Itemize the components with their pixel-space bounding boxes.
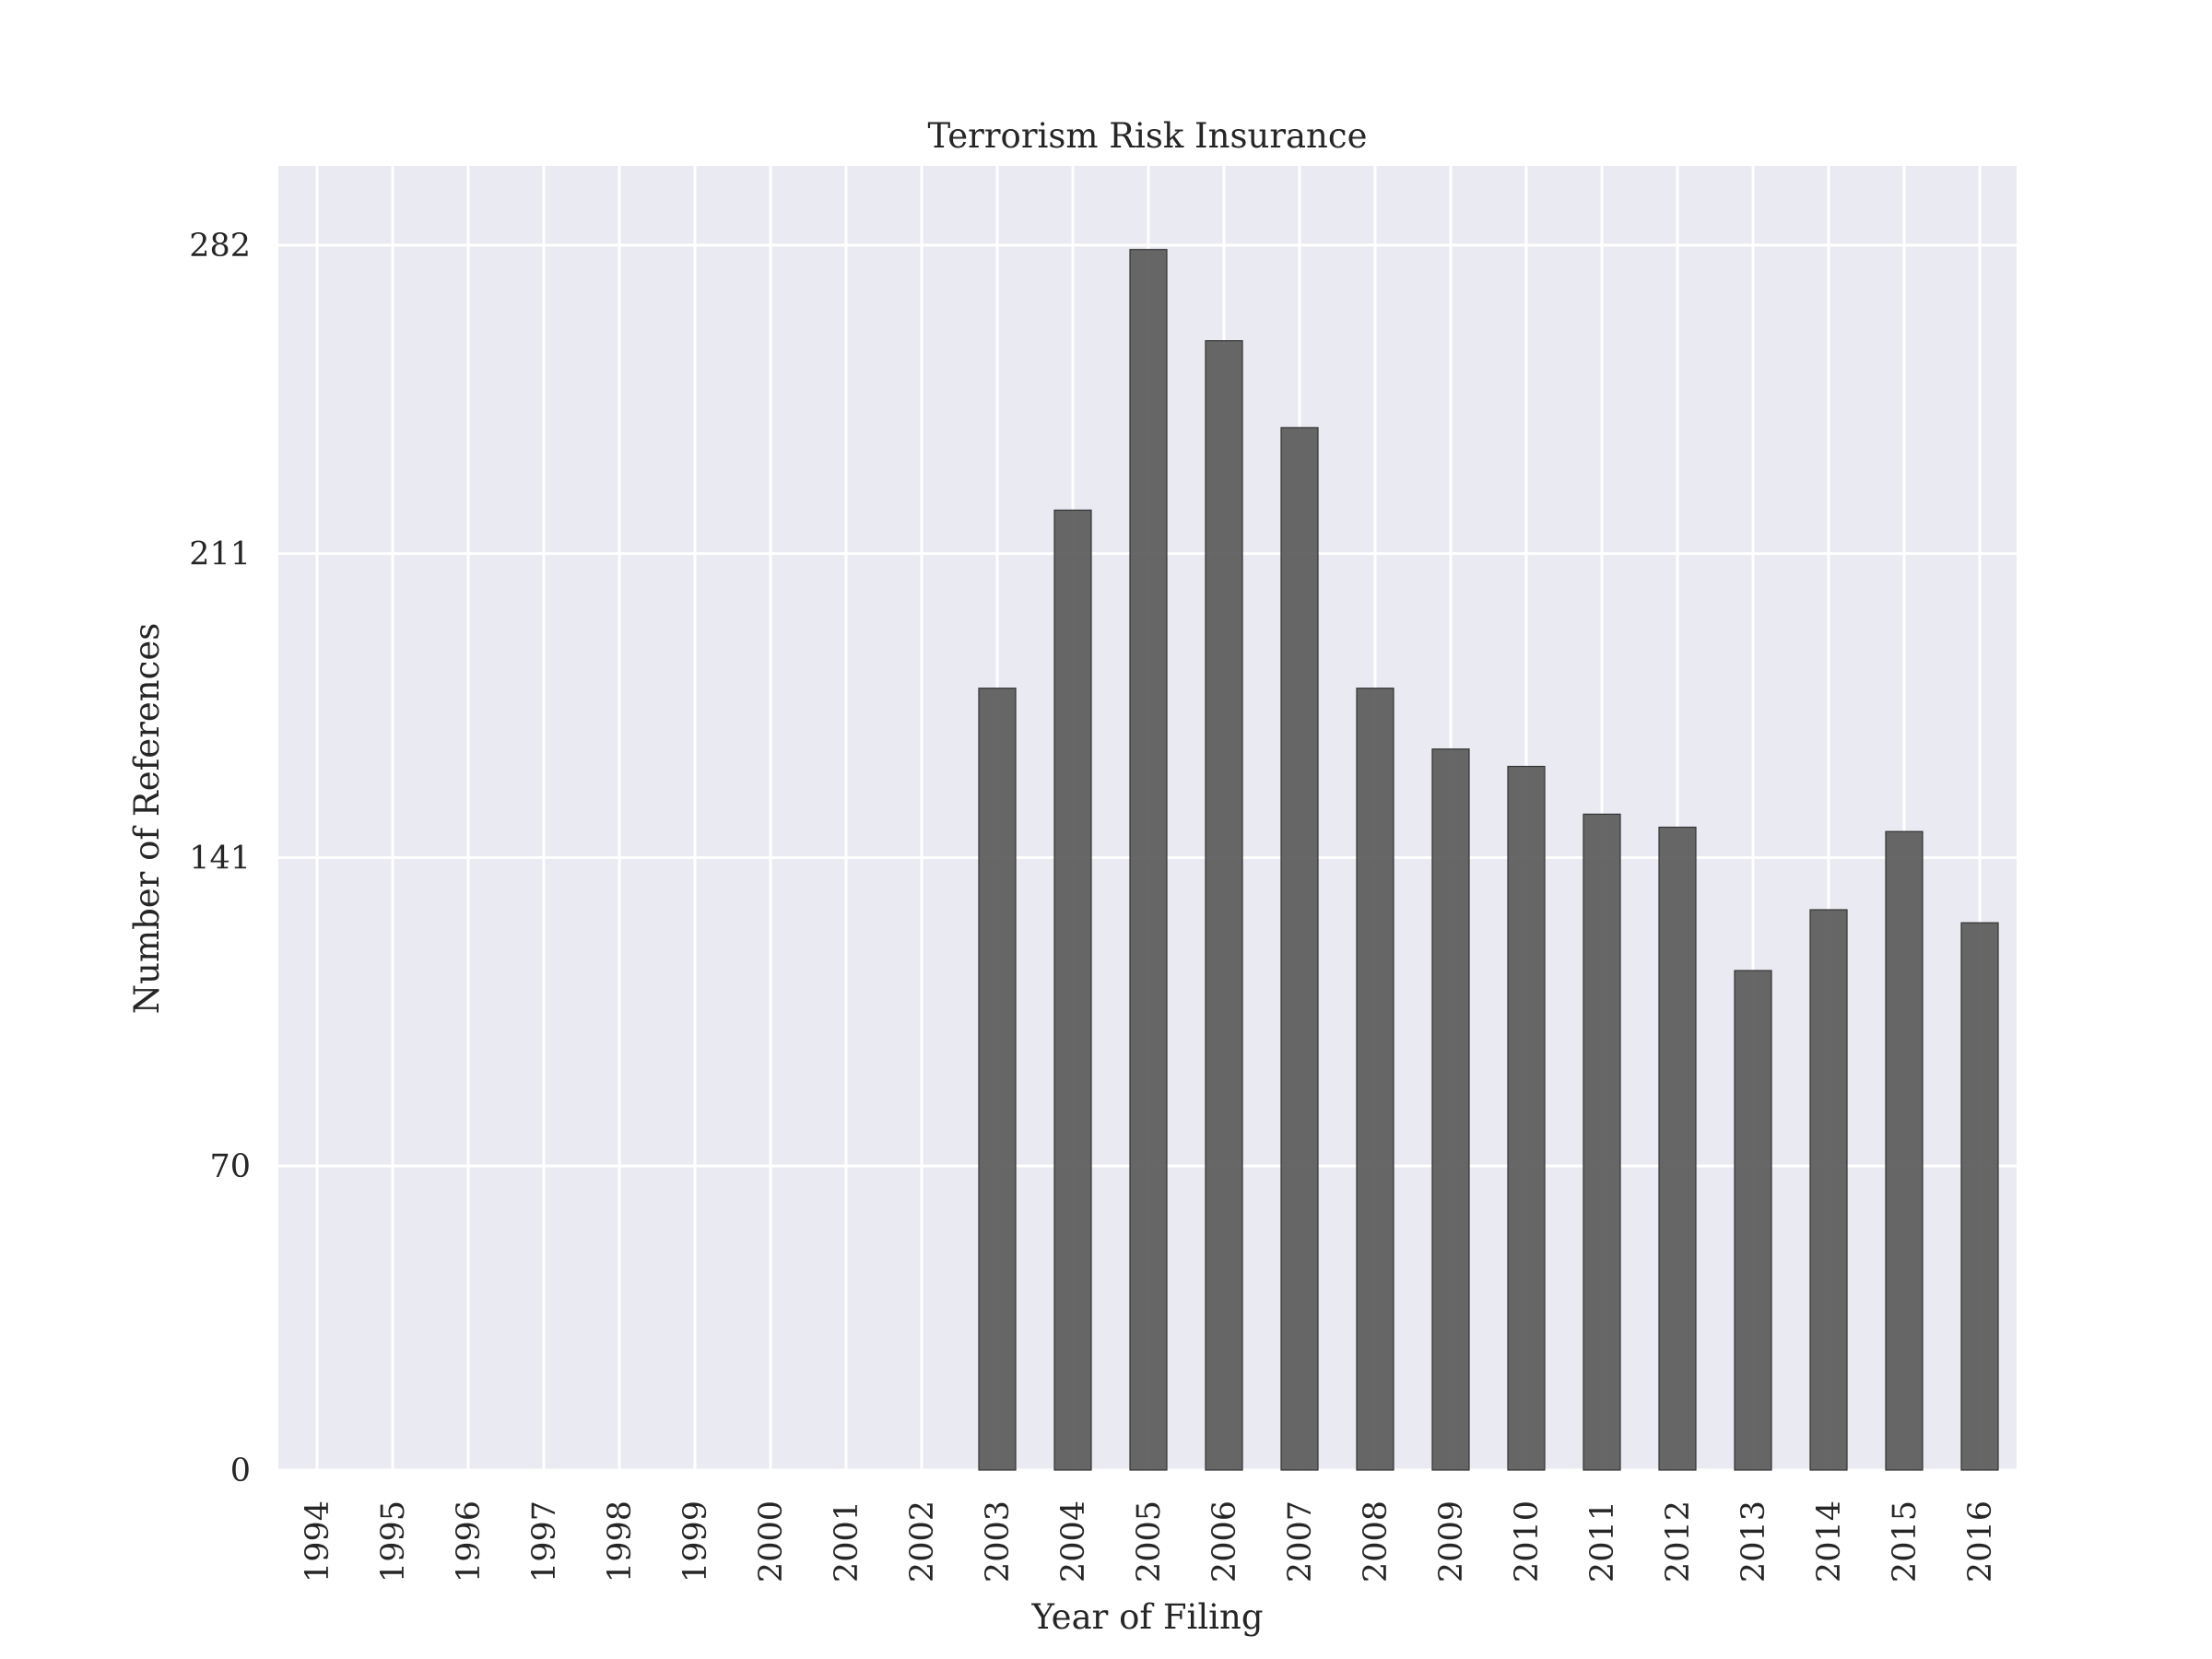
y-tick-label: 70 [209,1148,251,1185]
x-tick-label: 1994 [300,1500,336,1583]
bar-2011 [1583,813,1621,1471]
bar-2007 [1280,427,1319,1471]
x-tick-label: 2008 [1358,1500,1394,1583]
x-tick-label: 1997 [526,1500,563,1583]
x-tick-label: 2003 [980,1500,1017,1583]
bar-2009 [1431,748,1470,1471]
x-tick-label: 1998 [602,1500,639,1583]
x-tick-label: 2009 [1433,1500,1470,1583]
x-tick-label: 2006 [1206,1500,1243,1583]
x-tick-label: 2015 [1887,1500,1924,1583]
y-tick-label: 0 [230,1453,251,1489]
bar-2010 [1507,765,1546,1471]
bar-2015 [1885,830,1924,1471]
bar-2003 [978,688,1017,1471]
bar-2014 [1809,909,1848,1471]
x-axis-label: Year of Filing [1030,1597,1263,1637]
bar-2008 [1356,688,1394,1471]
x-tick-label: 1996 [451,1500,488,1583]
x-tick-label: 2016 [1962,1500,1999,1583]
y-tick-label: 211 [189,536,251,573]
x-tick-label: 2001 [829,1500,865,1583]
x-tick-label: 2005 [1131,1500,1168,1583]
x-tick-label: 2012 [1660,1500,1697,1583]
bar-2006 [1205,340,1243,1471]
y-axis-label: Number of References [127,623,167,1014]
x-tick-label: 1995 [375,1500,412,1583]
x-tick-label: 2000 [753,1500,790,1583]
x-tick-label: 2004 [1055,1500,1092,1583]
x-tick-label: 2014 [1811,1500,1848,1583]
y-tick-label: 282 [189,228,251,265]
x-tick-label: 2007 [1282,1500,1319,1583]
chart-title: Terrorism Risk Insurance [927,116,1367,156]
y-tick-label: 141 [189,841,251,877]
x-tick-label: 1999 [677,1500,714,1583]
bar-2005 [1129,249,1168,1471]
x-tick-label: 2013 [1735,1500,1772,1583]
bar-2013 [1734,970,1772,1471]
bars [978,249,1999,1471]
bar-2016 [1960,922,1999,1471]
y-tick-labels: 0 70 141 211 282 [189,228,251,1489]
x-tick-label: 2002 [904,1500,941,1583]
x-tick-label: 2010 [1509,1500,1546,1583]
bar-2004 [1053,509,1092,1471]
x-tick-labels: 1994 1995 1996 1997 1998 1999 2000 2001 2002 2003… [300,1500,1999,1583]
bar-2012 [1658,826,1697,1471]
x-tick-label: 2011 [1584,1500,1621,1583]
